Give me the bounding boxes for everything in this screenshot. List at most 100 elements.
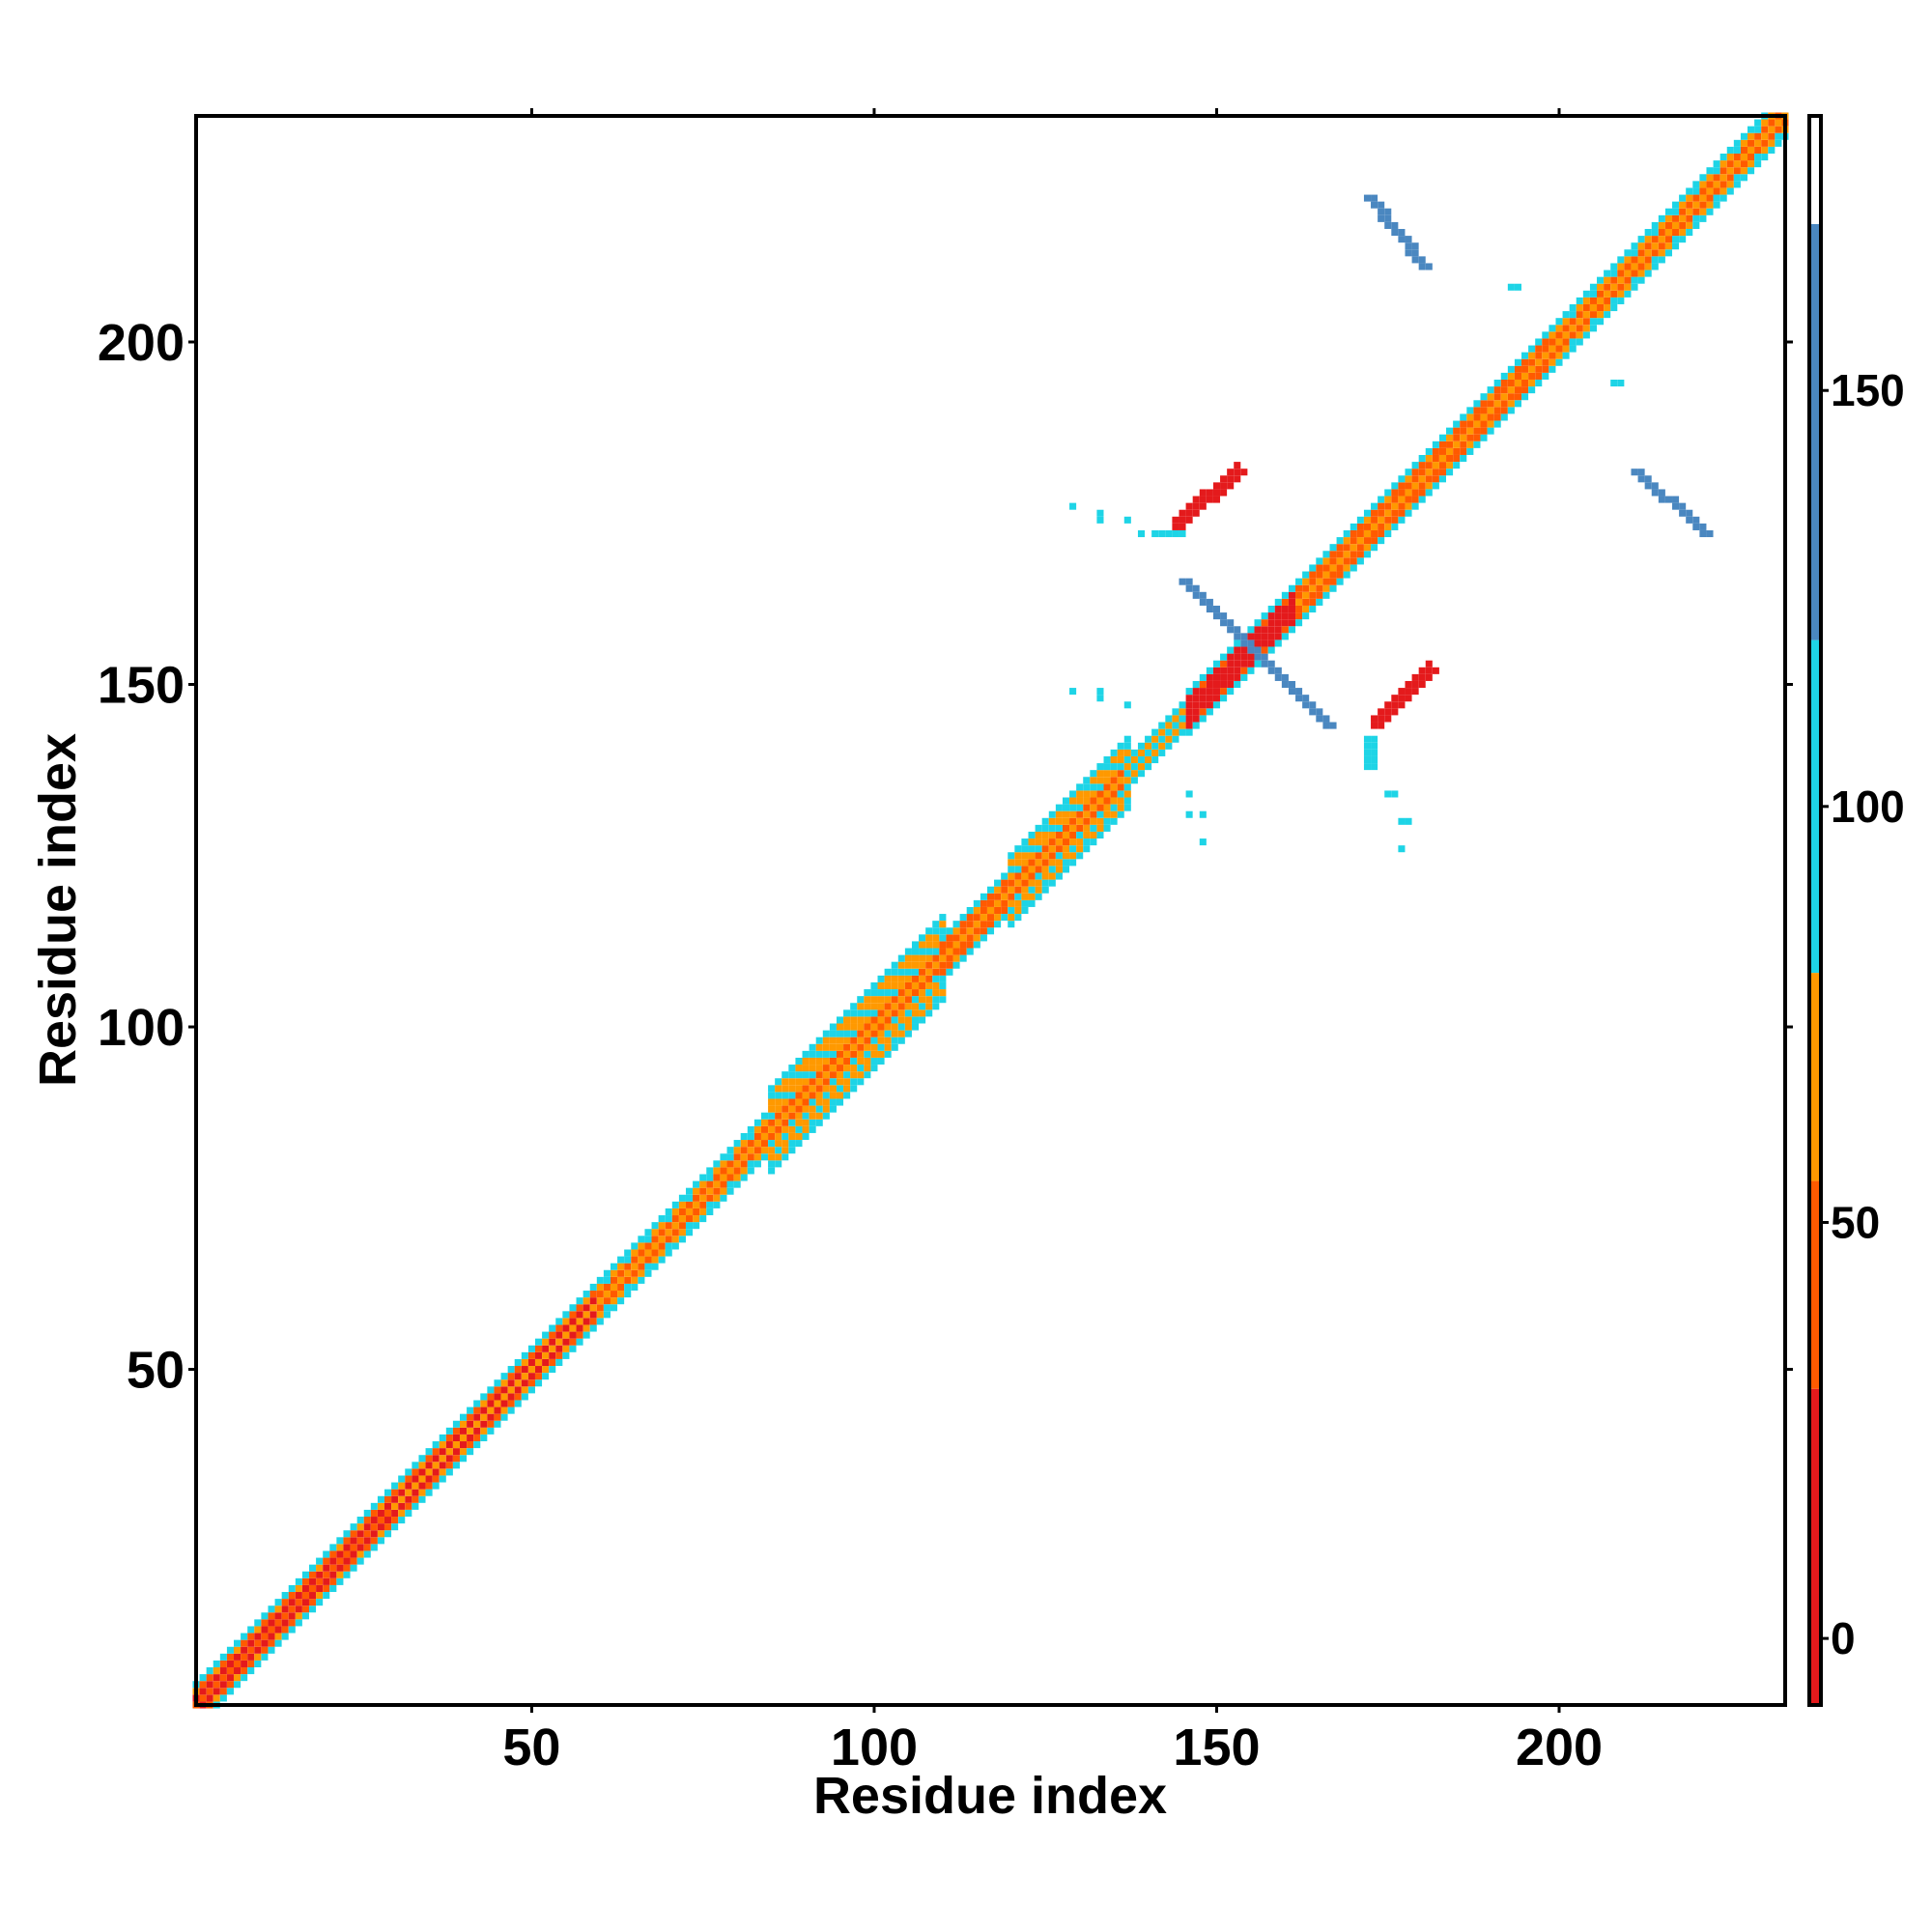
heatmap-cell bbox=[1123, 749, 1131, 756]
heatmap-cell bbox=[1624, 270, 1632, 277]
heatmap-cell bbox=[1234, 462, 1241, 469]
heatmap-cell bbox=[589, 1318, 597, 1325]
heatmap-cell bbox=[1686, 229, 1693, 237]
heatmap-cell bbox=[405, 1509, 412, 1517]
heatmap-cell bbox=[1487, 407, 1494, 414]
heatmap-cell bbox=[919, 989, 926, 997]
heatmap-cell bbox=[1220, 619, 1228, 627]
heatmap-cell bbox=[802, 1071, 810, 1079]
heatmap-cell bbox=[1713, 181, 1720, 188]
heatmap-cell bbox=[706, 1208, 714, 1216]
heatmap-cell bbox=[1103, 755, 1111, 764]
heatmap-cell bbox=[877, 1043, 885, 1051]
heatmap-cell bbox=[795, 1085, 803, 1093]
heatmap-cell bbox=[1651, 482, 1659, 490]
heatmap-cell bbox=[1775, 119, 1782, 127]
heatmap-cell bbox=[795, 1098, 803, 1106]
heatmap-cell bbox=[1651, 249, 1659, 257]
heatmap-cell bbox=[693, 1201, 700, 1208]
heatmap-cell bbox=[350, 1544, 357, 1551]
heatmap-cell bbox=[891, 1003, 898, 1010]
heatmap-cell bbox=[911, 989, 920, 997]
heatmap-cell bbox=[473, 1406, 481, 1414]
heatmap-cell bbox=[1254, 633, 1262, 640]
heatmap-cell bbox=[1411, 496, 1419, 503]
heatmap-cell bbox=[199, 1681, 207, 1689]
heatmap-cell bbox=[336, 1577, 344, 1585]
heatmap-cell bbox=[247, 1660, 255, 1667]
heatmap-cell bbox=[336, 1537, 344, 1545]
heatmap-cell bbox=[795, 1092, 803, 1099]
heatmap-cell bbox=[1220, 680, 1228, 689]
heatmap-cell bbox=[753, 1125, 761, 1133]
heatmap-cell bbox=[1103, 810, 1111, 818]
heatmap-cell bbox=[1329, 578, 1337, 585]
heatmap-cell bbox=[1090, 804, 1097, 811]
heatmap-cell bbox=[925, 1009, 933, 1017]
heatmap-cell bbox=[631, 1269, 639, 1277]
heatmap-cell bbox=[857, 1009, 865, 1017]
heatmap-cell bbox=[535, 1366, 543, 1374]
heatmap-cell bbox=[1466, 440, 1474, 448]
heatmap-cell bbox=[241, 1660, 248, 1667]
heatmap-cell bbox=[1281, 619, 1289, 627]
heatmap-cell bbox=[775, 1125, 782, 1133]
heatmap-cell bbox=[1398, 509, 1406, 517]
heatmap-cell bbox=[1604, 311, 1611, 319]
heatmap-cell bbox=[425, 1448, 433, 1456]
heatmap-cell bbox=[1480, 407, 1488, 414]
heatmap-cell bbox=[788, 1140, 796, 1148]
heatmap-cell bbox=[610, 1304, 618, 1312]
heatmap-cell bbox=[1035, 824, 1042, 832]
heatmap-cell bbox=[467, 1406, 474, 1414]
heatmap-cell bbox=[521, 1393, 528, 1401]
heatmap-cell bbox=[1740, 167, 1747, 175]
heatmap-cell bbox=[1706, 181, 1714, 188]
heatmap-cell bbox=[1371, 544, 1378, 552]
heatmap-cell bbox=[1679, 221, 1687, 229]
heatmap-cell bbox=[891, 996, 898, 1004]
heatmap-cell bbox=[288, 1605, 296, 1613]
heatmap-cell bbox=[843, 1050, 851, 1058]
heatmap-cell bbox=[870, 1065, 878, 1072]
heatmap-cell bbox=[452, 1455, 460, 1463]
heatmap-cell bbox=[1672, 201, 1680, 209]
heatmap-cell bbox=[713, 1194, 721, 1202]
heatmap-cell bbox=[753, 1147, 761, 1154]
heatmap-cell bbox=[336, 1550, 344, 1558]
heatmap-cell bbox=[809, 1105, 816, 1113]
heatmap-cell bbox=[685, 1187, 694, 1195]
heatmap-cell bbox=[1151, 728, 1159, 736]
heatmap-cell bbox=[713, 1167, 721, 1175]
heatmap-cell bbox=[527, 1345, 535, 1352]
heatmap-cell bbox=[288, 1592, 296, 1600]
heatmap-cell bbox=[802, 1057, 810, 1065]
heatmap-cell bbox=[1617, 290, 1625, 298]
heatmap-cell bbox=[1343, 557, 1350, 565]
heatmap-cell bbox=[665, 1229, 672, 1236]
heatmap-cell bbox=[864, 1043, 871, 1051]
heatmap-cell bbox=[1048, 859, 1056, 867]
heatmap-cell bbox=[932, 948, 940, 955]
heatmap-cell bbox=[925, 927, 933, 935]
heatmap-cell bbox=[1185, 701, 1193, 709]
heatmap-cell bbox=[480, 1393, 488, 1401]
heatmap-cell bbox=[1083, 790, 1091, 798]
heatmap-cell bbox=[1123, 701, 1131, 709]
heatmap-cell bbox=[1309, 708, 1317, 716]
heatmap-cell bbox=[802, 1092, 810, 1099]
heatmap-cell bbox=[1562, 325, 1570, 332]
heatmap-cell bbox=[781, 1105, 789, 1113]
heatmap-cell bbox=[1179, 722, 1186, 729]
heatmap-cell bbox=[795, 1057, 803, 1065]
heatmap-cell bbox=[398, 1475, 406, 1483]
heatmap-cell bbox=[1664, 496, 1672, 503]
heatmap-cell bbox=[1117, 755, 1124, 764]
heatmap-cell bbox=[1624, 249, 1632, 257]
heatmap-cell bbox=[199, 1694, 207, 1702]
heatmap-cell bbox=[1281, 591, 1289, 599]
heatmap-cell bbox=[1432, 447, 1439, 455]
heatmap-cell bbox=[925, 948, 933, 955]
heatmap-cell bbox=[241, 1667, 248, 1675]
heatmap-cell bbox=[1466, 427, 1474, 435]
